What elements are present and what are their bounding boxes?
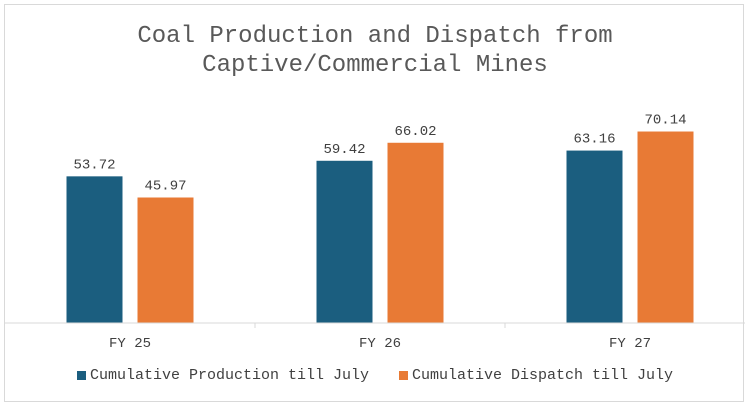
bar-fy27-dispatch xyxy=(637,131,694,323)
bar-fy25-production xyxy=(66,176,123,323)
data-label-fy26-dispatch: 66.02 xyxy=(394,124,436,140)
legend-label-production: Cumulative Production till July xyxy=(89,367,369,384)
data-label-fy27-production: 63.16 xyxy=(573,132,615,148)
data-label-fy25-production: 53.72 xyxy=(73,157,115,173)
category-labels-group: FY 25 FY 26 FY 27 xyxy=(109,336,651,352)
legend-item-dispatch: Cumulative Dispatch till July xyxy=(399,367,673,384)
bar-fy25-dispatch xyxy=(137,197,194,323)
data-labels-group: 53.72 45.97 59.42 66.02 63.16 70.14 xyxy=(73,113,686,195)
category-label-fy26: FY 26 xyxy=(359,336,401,352)
legend-swatch-dispatch xyxy=(399,371,408,380)
data-label-fy27-dispatch: 70.14 xyxy=(644,113,686,129)
data-label-fy25-dispatch: 45.97 xyxy=(144,179,186,195)
bar-fy27-production xyxy=(566,150,623,323)
legend: Cumulative Production till July Cumulati… xyxy=(0,367,750,384)
category-label-fy27: FY 27 xyxy=(609,336,651,352)
category-label-fy25: FY 25 xyxy=(109,336,151,352)
x-axis-ticks-group xyxy=(254,323,506,328)
bars-group xyxy=(66,131,694,323)
legend-item-production: Cumulative Production till July xyxy=(76,367,369,384)
legend-swatch-production xyxy=(76,371,86,380)
legend-label-dispatch: Cumulative Dispatch till July xyxy=(412,367,674,384)
data-label-fy26-production: 59.42 xyxy=(323,142,365,158)
bar-fy26-dispatch xyxy=(387,142,444,323)
chart-title: Coal Production and Dispatch from Captiv… xyxy=(137,23,613,79)
bar-fy26-production xyxy=(316,160,373,323)
